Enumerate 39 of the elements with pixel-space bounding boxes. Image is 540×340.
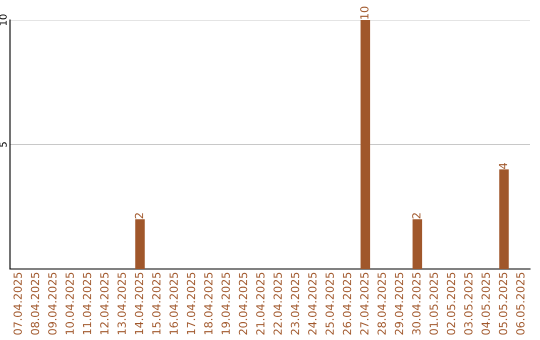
bar (412, 219, 422, 269)
data-label: 2 (134, 213, 144, 218)
x-tick-label: 28.04.2025 (377, 272, 386, 335)
x-tick-label: 02.05.2025 (446, 272, 456, 335)
x-tick-label: 11.04.2025 (82, 272, 92, 334)
x-tick-label: 23.04.2025 (290, 272, 300, 335)
bar (135, 219, 145, 269)
x-tick-label: 15.04.2025 (152, 272, 161, 334)
x-tick-label: 03.05.2025 (464, 272, 473, 335)
x-tick-label: 14.04.2025 (134, 272, 144, 334)
data-label: 2 (412, 213, 420, 218)
x-tick-label: 26.04.2025 (342, 272, 352, 335)
x-tick-label: 27.04.2025 (360, 272, 369, 335)
x-tick-label: 12.04.2025 (100, 272, 109, 334)
x-tick-label: 18.04.2025 (204, 272, 213, 334)
x-tick-label: 08.04.2025 (30, 272, 40, 335)
x-tick-label: 13.04.2025 (117, 272, 126, 334)
bar (360, 20, 370, 269)
x-tick-label: 25.04.2025 (325, 272, 334, 335)
y-tick-label: 5 (0, 142, 7, 147)
x-tick-label: 17.04.2025 (186, 272, 196, 334)
x-tick-label: 21.04.2025 (256, 272, 265, 335)
bar (499, 169, 509, 269)
x-tick-label: 24.04.2025 (308, 272, 317, 335)
data-label: 4 (498, 162, 508, 169)
x-tick-label: 22.04.2025 (273, 272, 282, 335)
x-tick-label: 07.04.2025 (13, 272, 22, 335)
x-tick-label: 01.05.2025 (429, 272, 438, 335)
x-tick-label: 05.05.2025 (498, 272, 508, 335)
x-tick-label: 30.04.2025 (412, 272, 421, 335)
data-label: 10 (360, 6, 369, 19)
x-tick-label: 09.04.2025 (48, 272, 57, 335)
x-tick-label: 16.04.2025 (169, 272, 178, 334)
x-tick-label: 20.04.2025 (238, 272, 248, 335)
x-tick-label: 10.04.2025 (65, 272, 74, 334)
x-tick-label: 19.04.2025 (221, 272, 230, 334)
x-tick-label: 04.05.2025 (481, 272, 490, 335)
x-tick-label: 29.04.2025 (394, 272, 404, 335)
x-tick-label: 06.05.2025 (516, 272, 525, 335)
